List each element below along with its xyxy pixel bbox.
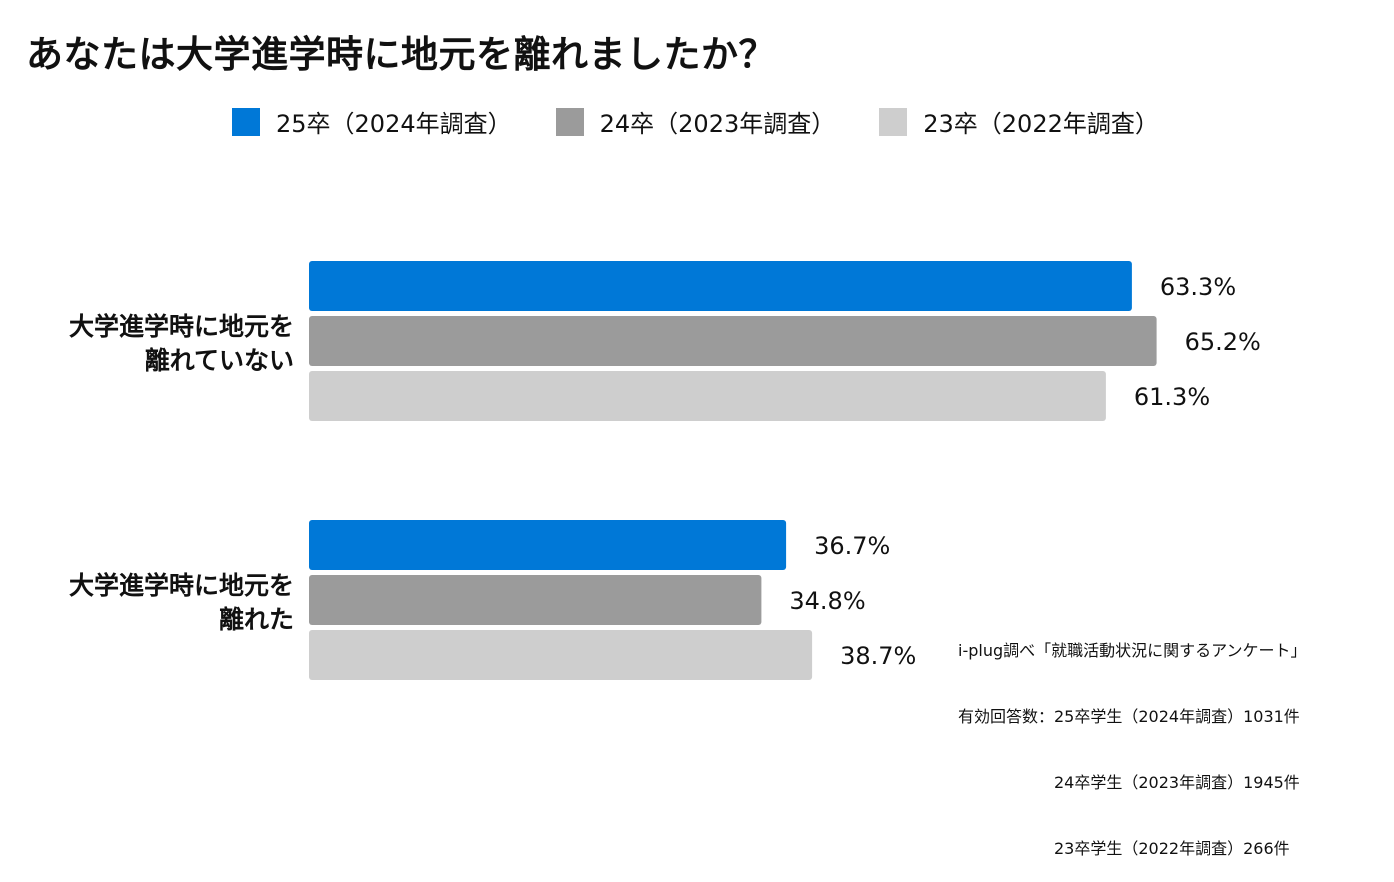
- source-note-line: i-plug調べ「就職活動状況に関するアンケート」: [958, 641, 1307, 660]
- bar-23-not-left: [309, 371, 1106, 421]
- legend-label-23: 23卒（2022年調査）: [923, 110, 1159, 138]
- source-note-line: 有効回答数：25卒学生（2024年調査）1031件: [958, 707, 1300, 726]
- chart-title: あなたは大学進学時に地元を離れましたか？: [26, 33, 776, 76]
- data-label: 38.7%: [840, 642, 916, 670]
- source-note-line: 24卒学生（2023年調査）1945件: [958, 773, 1300, 792]
- category-label-line: 大学進学時に地元を: [69, 312, 294, 341]
- bar-24-not-left: [309, 316, 1157, 366]
- legend-item-25: 25卒（2024年調査）: [232, 104, 512, 139]
- data-label: 34.8%: [789, 587, 865, 615]
- legend-item-23: 23卒（2022年調査）: [879, 104, 1159, 139]
- legend-swatch-24: [555, 107, 584, 136]
- data-label: 36.7%: [814, 532, 890, 560]
- legend-label-24: 24卒（2023年調査）: [599, 110, 836, 138]
- legend-item-24: 24卒（2023年調査）: [555, 104, 836, 139]
- bar-chart: 大学進学時に地元を離れていない63.3%65.2%61.3%大学進学時に地元を離…: [69, 261, 1261, 680]
- category-label: 大学進学時に地元を離れていない: [69, 312, 294, 375]
- bar-24-left: [309, 575, 762, 625]
- legend-swatch-25: [232, 107, 260, 136]
- data-label: 61.3%: [1134, 383, 1210, 411]
- category-label: 大学進学時に地元を離れた: [69, 571, 294, 634]
- bar-25-left: [309, 520, 787, 570]
- bar-25-not-left: [309, 261, 1132, 311]
- legend-label-25: 25卒（2024年調査）: [276, 110, 512, 138]
- bar-23-left: [309, 630, 813, 680]
- source-note-line: 23卒学生（2022年調査）266件: [958, 839, 1290, 858]
- category-label-line: 大学進学時に地元を: [69, 571, 294, 600]
- source-note: i-plug調べ「就職活動状況に関するアンケート」 有効回答数：25卒学生（20…: [958, 596, 1306, 882]
- category-label-line: 離れた: [219, 605, 294, 634]
- data-label: 65.2%: [1185, 328, 1261, 356]
- data-label: 63.3%: [1160, 273, 1236, 301]
- legend-swatch-23: [879, 107, 908, 136]
- category-label-line: 離れていない: [145, 346, 294, 375]
- legend: 25卒（2024年調査） 24卒（2023年調査） 23卒（2022年調査）: [232, 104, 1203, 139]
